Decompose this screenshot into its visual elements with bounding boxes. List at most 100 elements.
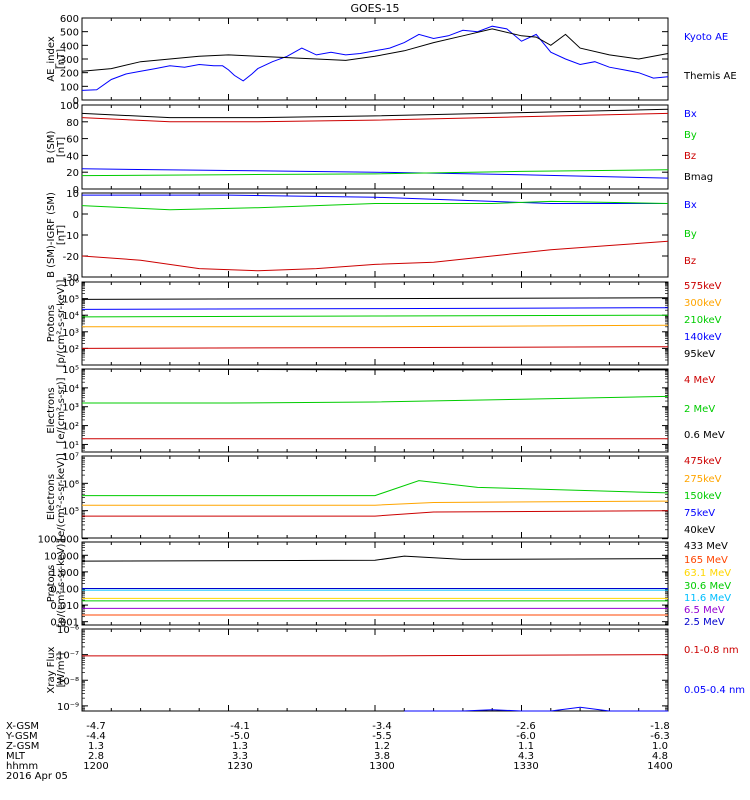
footer-value: 1.0	[652, 741, 668, 752]
y-axis-label: Xray Flux	[46, 646, 57, 693]
series-line-bx	[81, 168, 669, 179]
series-line-475kev	[82, 510, 669, 517]
y-axis-label: [p/(cm²-s-sr-keV)]	[56, 540, 67, 628]
footer-value: 1.1	[518, 741, 534, 752]
series-line-433-mev	[81, 555, 669, 562]
footer-value: 3.8	[374, 751, 390, 762]
y-tick-label: 10	[66, 189, 79, 200]
y-tick-label: 10⁻⁷	[57, 651, 79, 662]
legend-label: 150keV	[684, 491, 722, 502]
legend-label: By	[684, 130, 697, 141]
footer-value: 3.3	[232, 751, 248, 762]
footer-value: -4.1	[230, 721, 250, 732]
footer-value: 4.3	[518, 751, 534, 762]
footer-label: 2016 Apr 05	[6, 771, 68, 782]
legend-label: 210keV	[684, 315, 722, 326]
footer-value: -6.0	[516, 731, 536, 742]
y-tick-label: 10⁵	[62, 295, 79, 306]
y-tick-label: 10⁶	[62, 278, 79, 289]
y-tick-label: 10⁻⁶	[57, 625, 79, 636]
footer-value: -4.4	[86, 731, 106, 742]
footer-value: -2.6	[516, 721, 536, 732]
legend-label: 0.05-0.4 nm	[684, 685, 745, 696]
y-tick-label: 300	[60, 55, 79, 66]
legend-label: 0.1-0.8 nm	[684, 645, 739, 656]
y-tick-label: 0	[73, 96, 79, 107]
y-tick-label: 200	[60, 69, 79, 80]
y-axis-label: [nT]	[56, 137, 67, 157]
series-line-300kev	[82, 324, 669, 328]
footer-value: 2.8	[88, 751, 104, 762]
y-tick-label: 10⁻⁸	[57, 676, 79, 687]
series-line-bz	[81, 112, 669, 123]
y-tick-label: 100	[60, 101, 79, 112]
footer-label: Z-GSM	[6, 741, 39, 752]
panel-2: 0 20 40 60 80 100 B (SM) [nT] Bx By Bz Bmag	[46, 101, 713, 196]
panel-frame	[81, 455, 669, 539]
footer-value: -4.7	[86, 721, 106, 732]
panel-frame	[81, 281, 669, 366]
footer-value: -5.5	[372, 731, 392, 742]
y-tick-label: 10⁻⁹	[57, 702, 79, 713]
y-tick-label: 10³	[62, 403, 79, 414]
legend-label: Bz	[684, 256, 696, 267]
panel-frame	[81, 628, 669, 712]
legend-label: Themis AE	[683, 71, 737, 82]
y-axis-label: [W/m²]	[56, 652, 67, 687]
y-tick-label: 10⁵	[62, 365, 79, 376]
y-axis-label: Protons	[46, 305, 57, 342]
footer-value: -3.4	[372, 721, 392, 732]
y-tick-label: 10.000	[44, 551, 79, 562]
y-tick-label: 80	[66, 118, 79, 129]
y-tick-label: 0	[73, 185, 79, 196]
y-tick-label: 0.010	[50, 601, 79, 612]
y-tick-label: 10⁴	[62, 384, 79, 395]
y-tick-label: 10⁴	[62, 311, 79, 322]
panel-6: 10⁵ 10⁶ 10⁷ Electrons [e/(cm²-s-sr-keV)] 475k…	[46, 452, 722, 541]
legend-label: Bx	[684, 200, 697, 211]
y-tick-label: 1.000	[50, 568, 79, 579]
footer-value: 1.2	[374, 741, 390, 752]
footer-value: -1.8	[650, 721, 670, 732]
y-axis-label: AE_index	[46, 36, 57, 82]
footer-value: 1300	[369, 761, 394, 772]
legend-label: 165 MeV	[684, 555, 728, 566]
series-line-140kev	[81, 307, 669, 310]
panel-4: 10² 10³ 10⁴ 10⁵ 10⁶ Protons [p/(cm²-s-sr-keV)]…	[46, 278, 722, 367]
y-axis-label: Protons	[46, 565, 57, 602]
legend-label: 575keV	[684, 281, 722, 292]
series-line-2-mev	[82, 395, 669, 404]
y-tick-label: 10²	[62, 344, 79, 355]
y-axis-label: [e/(cm²-s-sr-keV)]	[56, 453, 67, 541]
y-tick-label: -20	[63, 252, 79, 263]
legend-label: 275keV	[684, 474, 722, 485]
legend-label: 2.5 MeV	[684, 617, 725, 628]
footer-label: MLT	[6, 751, 26, 762]
footer-value: 1.3	[88, 741, 104, 752]
y-tick-label: 10⁵	[62, 507, 79, 518]
series-line-bx	[82, 194, 668, 204]
legend-label: 0.6 MeV	[684, 430, 725, 441]
footer-label: X-GSM	[6, 721, 39, 732]
legend-label: 6.5 MeV	[684, 605, 725, 616]
series-line-by	[81, 200, 669, 211]
legend-label: 95keV	[684, 349, 715, 360]
legend-label: Kyoto AE	[684, 32, 728, 43]
y-axis-label: [nT]	[56, 225, 67, 245]
legend-label: 63.1 MeV	[684, 568, 731, 579]
y-axis-label: B (SM)	[46, 130, 57, 163]
series-line-95kev	[81, 297, 669, 300]
legend-label: 140keV	[684, 332, 722, 343]
series-line-210kev	[81, 314, 669, 318]
panel-3: -30 -20 -10 0 10 B (SM)-IGRF (SM) [nT] Bx By Bz	[46, 189, 697, 284]
panel-5: 10¹ 10² 10³ 10⁴ 10⁵ Electrons [e/(cm²-s-sr)] 4 …	[46, 365, 725, 453]
series-line-0.05-0.4-nm	[404, 706, 668, 712]
legend-label: By	[684, 229, 697, 240]
legend-label: Bz	[684, 151, 696, 162]
legend-label: Bx	[684, 109, 697, 120]
y-axis-label: [nT]	[56, 49, 67, 69]
